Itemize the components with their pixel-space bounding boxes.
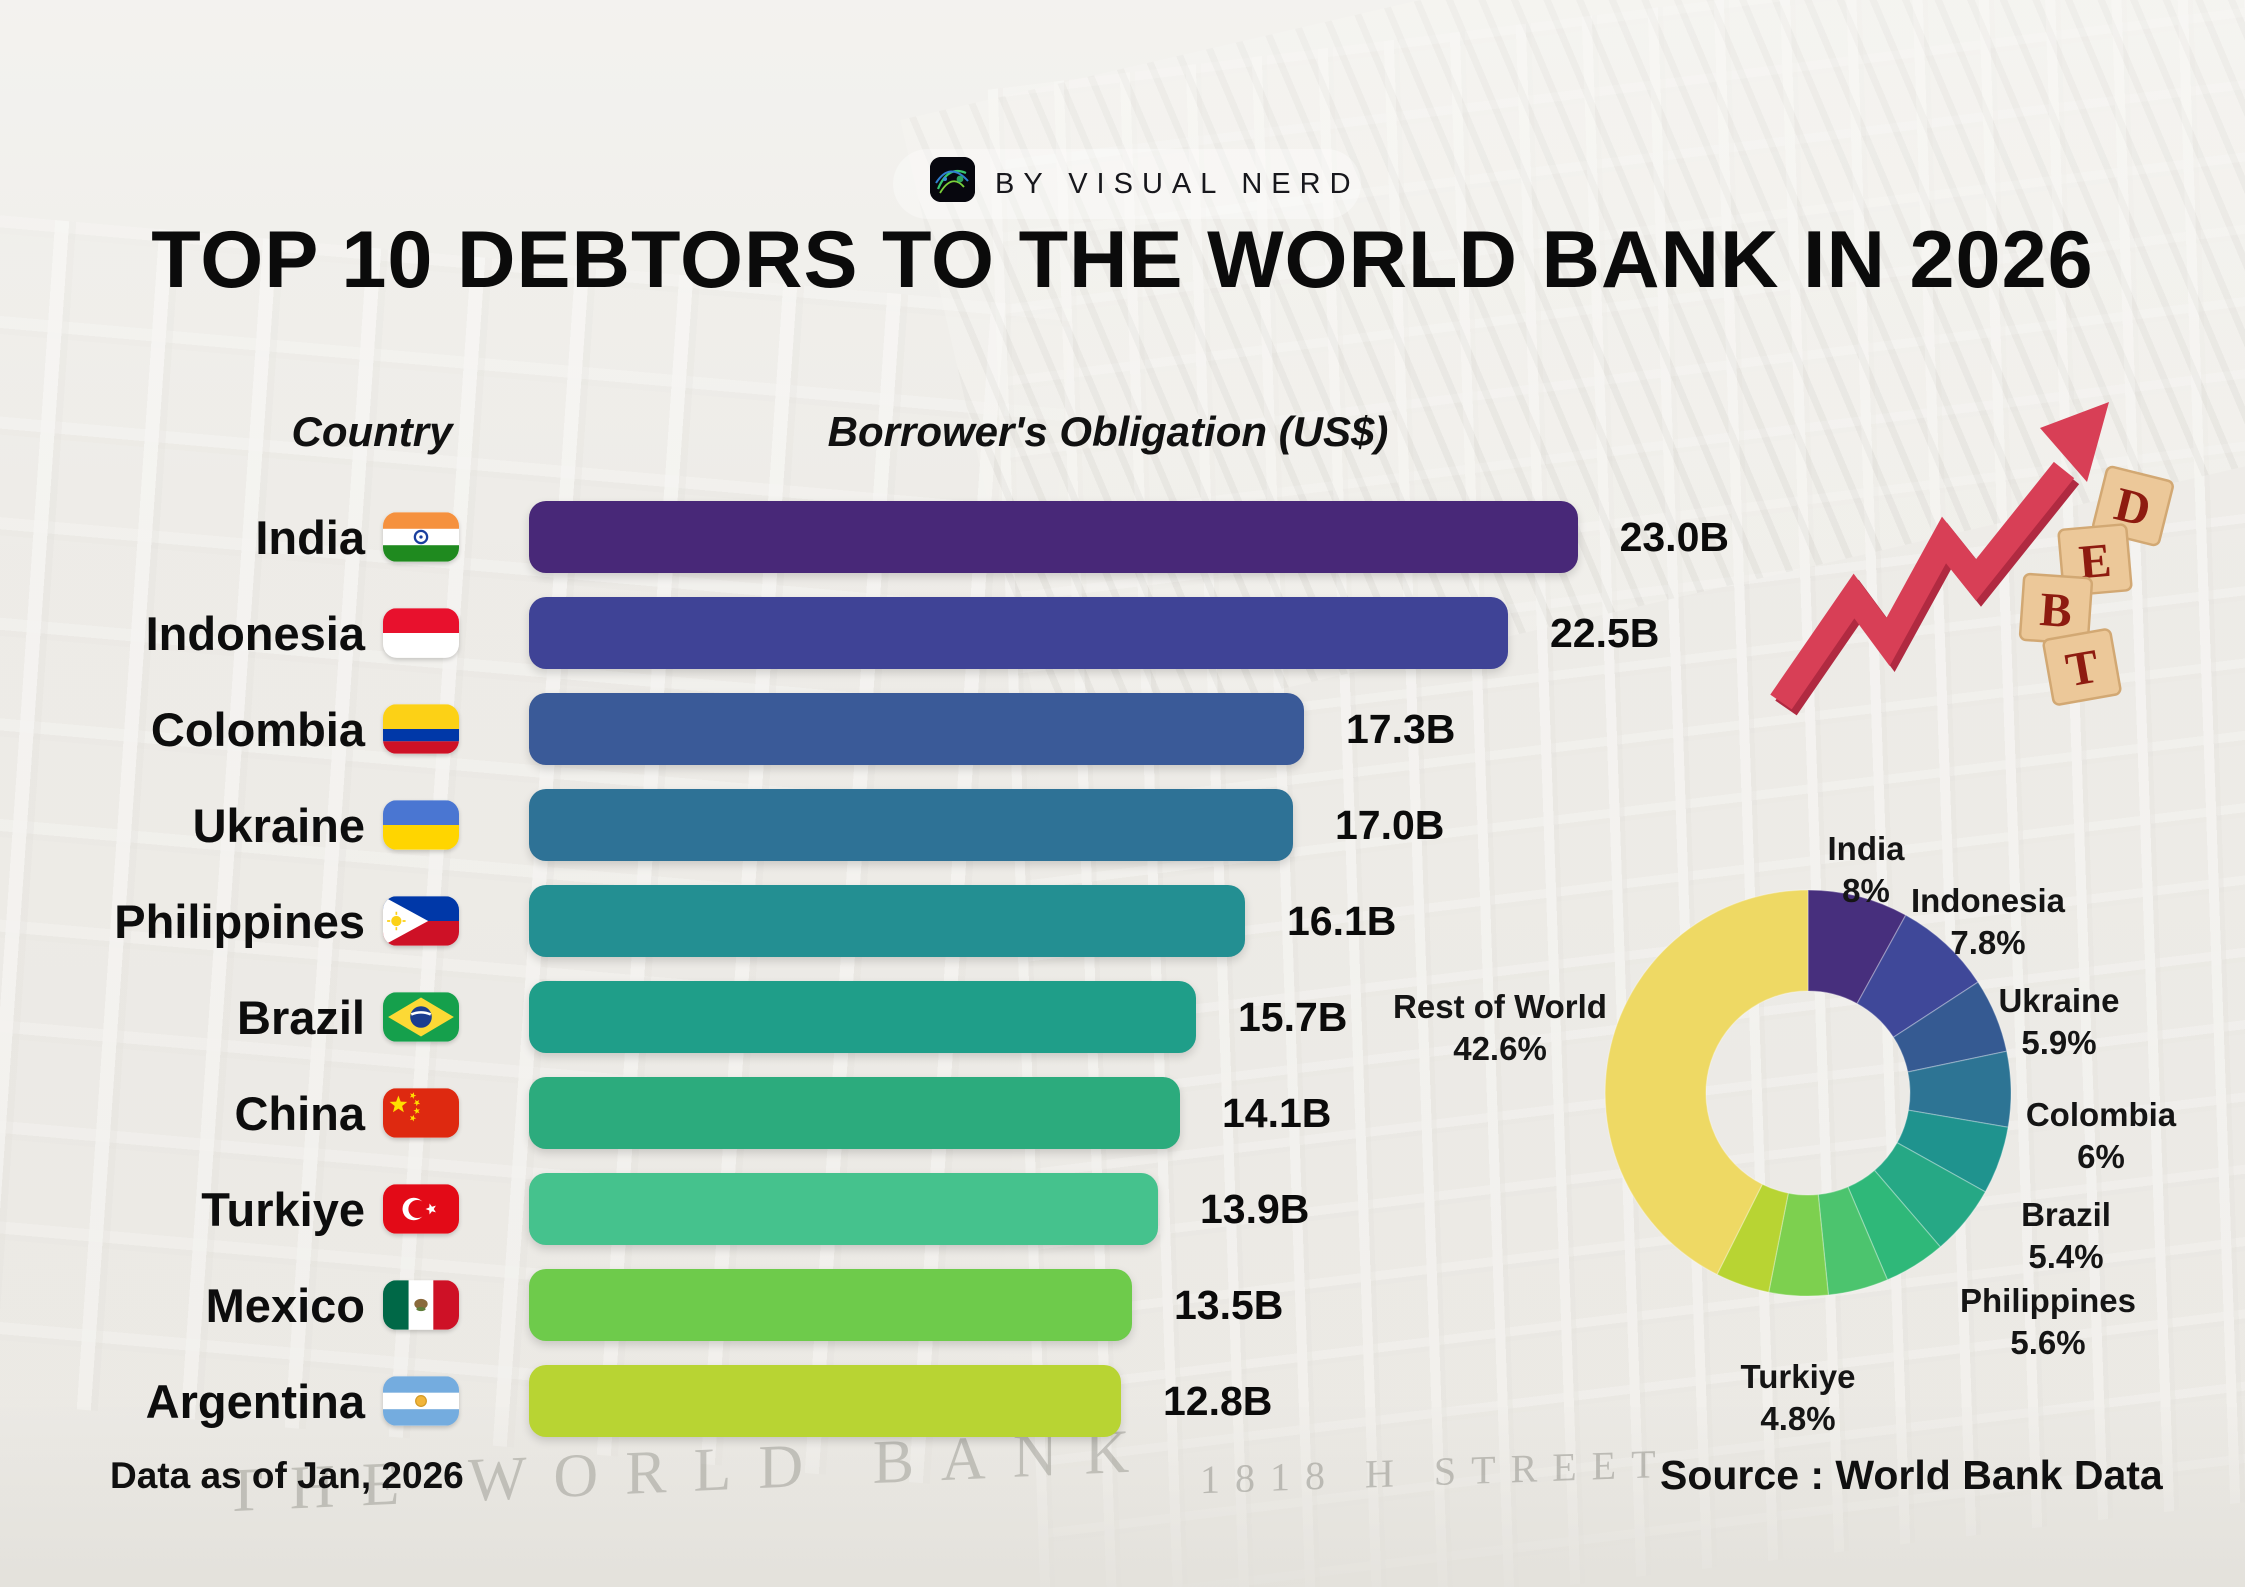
country-flag-ukraine	[383, 800, 459, 850]
value-bar	[529, 981, 1196, 1053]
bar-track: 12.8B	[529, 1365, 1729, 1437]
bar-track: 17.3B	[529, 693, 1729, 765]
arrow-head	[2040, 402, 2109, 482]
value-bar	[529, 597, 1508, 669]
donut-segment-indonesia	[1856, 914, 1979, 1039]
donut-chart	[1604, 889, 2012, 1297]
page-title: TOP 10 DEBTORS TO THE WORLD BANK IN 2026	[151, 215, 2094, 305]
country-flag-turkiye	[383, 1184, 459, 1234]
value-label: 16.1B	[1287, 897, 1397, 944]
value-label: 17.3B	[1346, 705, 1456, 752]
bar-track: 16.1B	[529, 885, 1729, 957]
wood-block-b: B	[2018, 572, 2094, 646]
country-flag-philippines	[383, 896, 459, 946]
bar-row: China 14.1B	[65, 1077, 1825, 1149]
bar-row: Brazil 15.7B	[65, 981, 1825, 1053]
country-label: Philippines	[114, 894, 365, 948]
country-flag-china	[383, 1088, 459, 1138]
bar-row: India 23.0B	[65, 501, 1825, 573]
bar-row: Mexico 13.5B	[65, 1269, 1825, 1341]
bar-chart: India 23.0B Indonesia 22.5B Colombia 17.…	[65, 501, 1825, 1461]
value-bar	[529, 1365, 1121, 1437]
byline: BY VISUAL NERD	[995, 168, 1360, 200]
donut-label-turkiye: Turkiye 4.8%	[1740, 1357, 1856, 1437]
column-header-obligation: Borrower's Obligation (US$)	[827, 408, 1389, 455]
street-level-strip	[0, 1407, 2245, 1587]
bar-track: 22.5B	[529, 597, 1729, 669]
bar-row: Turkiye 13.9B	[65, 1173, 1825, 1245]
column-header-country: Country	[291, 408, 453, 455]
donut-label-brazil: Brazil 5.4%	[2021, 1195, 2111, 1275]
bar-row: Argentina 12.8B	[65, 1365, 1825, 1437]
value-label: 23.0B	[1619, 513, 1729, 560]
value-bar	[529, 1173, 1158, 1245]
value-label: 17.0B	[1335, 801, 1445, 848]
donut-label-philippines: Philippines 5.6%	[1959, 1281, 2137, 1361]
value-bar	[529, 693, 1304, 765]
visual-nerd-logo-icon	[930, 157, 975, 202]
wood-block-e: E	[2057, 523, 2133, 597]
value-label: 22.5B	[1550, 609, 1660, 656]
value-bar	[529, 1269, 1132, 1341]
donut-label-colombia: Colombia 6%	[2025, 1095, 2177, 1175]
data-as-of-note: Data as of Jan, 2026	[110, 1455, 464, 1496]
country-label: Mexico	[205, 1278, 365, 1332]
value-label: 13.9B	[1200, 1185, 1310, 1232]
bar-row: Philippines 16.1B	[65, 885, 1825, 957]
value-bar	[529, 789, 1293, 861]
country-label: Brazil	[237, 990, 365, 1044]
bar-track: 15.7B	[529, 981, 1729, 1053]
country-flag-indonesia	[383, 608, 459, 658]
bar-row: Colombia 17.3B	[65, 693, 1825, 765]
bar-track: 14.1B	[529, 1077, 1729, 1149]
bar-track: 13.9B	[529, 1173, 1729, 1245]
bar-row: Indonesia 22.5B	[65, 597, 1825, 669]
country-label: Turkiye	[201, 1182, 365, 1236]
value-label: 14.1B	[1222, 1089, 1332, 1136]
value-bar	[529, 501, 1578, 573]
bar-row: Ukraine 17.0B	[65, 789, 1825, 861]
svg-text:B: B	[2038, 583, 2074, 638]
debt-wood-blocks: DEBT	[2018, 465, 2174, 706]
bar-track: 17.0B	[529, 789, 1729, 861]
bar-track: 13.5B	[529, 1269, 1729, 1341]
country-flag-argentina	[383, 1376, 459, 1426]
value-bar	[529, 1077, 1180, 1149]
debt-arrow-graphic: DEBT	[1770, 402, 2174, 716]
country-label: Indonesia	[145, 606, 365, 660]
country-flag-mexico	[383, 1280, 459, 1330]
arrow-zigzag	[1770, 461, 2075, 710]
donut-label-india: India 8%	[1827, 829, 1905, 909]
country-flag-colombia	[383, 704, 459, 754]
wood-block-t: T	[2042, 628, 2122, 706]
country-flag-india	[383, 512, 459, 562]
donut-label-rest-of-world: Rest of World 42.6%	[1393, 987, 1607, 1067]
value-label: 15.7B	[1238, 993, 1348, 1040]
value-label: 12.8B	[1163, 1377, 1273, 1424]
value-bar	[529, 885, 1245, 957]
source-note: Source : World Bank Data	[1660, 1452, 2163, 1498]
country-flag-brazil	[383, 992, 459, 1042]
donut-segment-brazil	[1896, 1109, 2009, 1193]
country-label: Colombia	[150, 702, 365, 756]
value-label: 13.5B	[1174, 1281, 1284, 1328]
country-label: Argentina	[145, 1374, 365, 1428]
country-label: Ukraine	[192, 798, 365, 852]
country-label: China	[234, 1086, 365, 1140]
donut-segment-rest-of-world	[1604, 889, 1809, 1276]
donut-label-ukraine: Ukraine 5.9%	[1998, 981, 2120, 1061]
donut-label-indonesia: Indonesia 7.8%	[1910, 881, 2066, 961]
bar-track: 23.0B	[529, 501, 1729, 573]
country-label: India	[255, 510, 365, 564]
logo-art	[930, 157, 975, 202]
